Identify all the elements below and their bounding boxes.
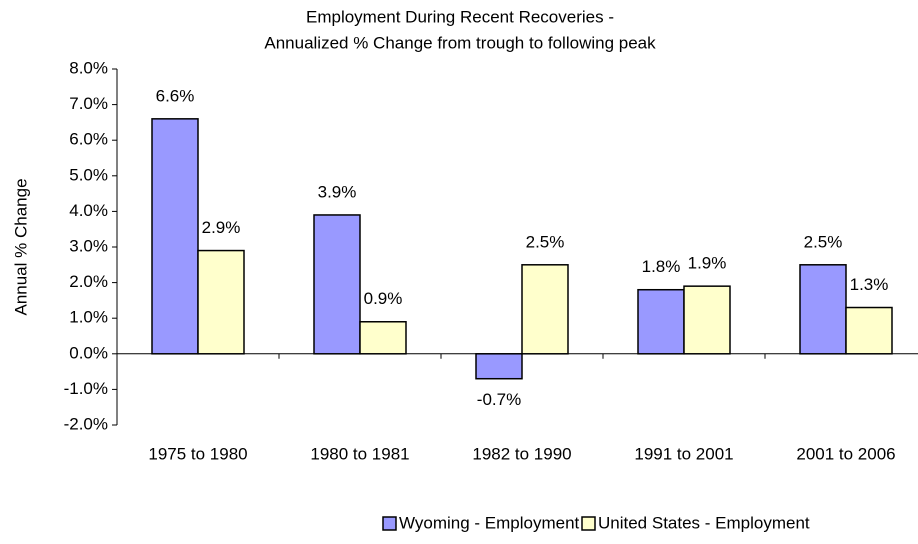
y-tick-label: 5.0% [69, 165, 108, 184]
bar [845, 306, 893, 355]
y-axis-label: Annual % Change [11, 178, 30, 315]
bar [313, 214, 361, 355]
legend-label: United States - Employment [598, 513, 810, 532]
bar [799, 264, 847, 355]
data-label: 0.9% [364, 289, 403, 308]
x-tick-label: 1982 to 1990 [472, 444, 571, 463]
legend-swatch [581, 516, 596, 531]
data-label: 1.3% [850, 275, 889, 294]
y-tick-label: -1.0% [64, 379, 108, 398]
data-label: 1.8% [642, 257, 681, 276]
y-tick-label: 1.0% [69, 308, 108, 327]
data-label: 2.5% [804, 232, 843, 251]
chart-title: Employment During Recent Recoveries - [306, 7, 614, 26]
bar [475, 353, 523, 380]
data-label: 2.9% [202, 218, 241, 237]
y-tick-label: 7.0% [69, 94, 108, 113]
x-tick-label: 2001 to 2006 [796, 444, 895, 463]
x-tick-label: 1991 to 2001 [634, 444, 733, 463]
data-label: 2.5% [526, 232, 565, 251]
data-label: 3.9% [318, 182, 357, 201]
bar [683, 285, 731, 355]
y-tick-label: 4.0% [69, 201, 108, 220]
legend-label: Wyoming - Employment [399, 513, 580, 532]
bar [521, 264, 569, 355]
bar [197, 249, 245, 355]
x-tick-label: 1980 to 1981 [310, 444, 409, 463]
y-tick-label: 6.0% [69, 130, 108, 149]
data-label: 6.6% [156, 86, 195, 105]
bar [637, 288, 685, 355]
y-tick-label: 2.0% [69, 272, 108, 291]
y-tick-label: 0.0% [69, 343, 108, 362]
legend-swatch [382, 516, 397, 531]
data-label: 1.9% [688, 254, 727, 273]
data-label: -0.7% [477, 390, 521, 409]
y-tick-label: 3.0% [69, 236, 108, 255]
x-tick-label: 1975 to 1980 [148, 444, 247, 463]
y-tick-label: 8.0% [69, 58, 108, 77]
bar [151, 118, 199, 355]
chart-title: Annualized % Change from trough to follo… [264, 33, 656, 52]
y-tick-label: -2.0% [64, 414, 108, 433]
bar [359, 321, 407, 355]
